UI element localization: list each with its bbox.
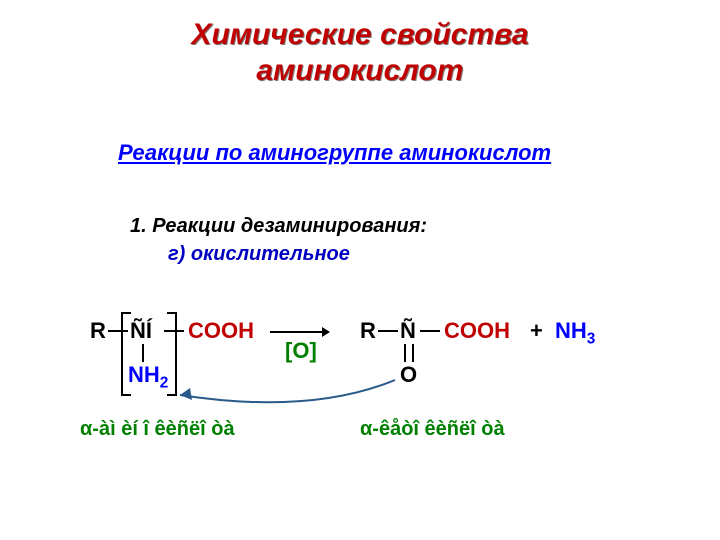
bond [378,330,398,332]
slide: Химические свойства аминокислот Реакции … [0,0,720,540]
left-NH2: NH2 [128,362,168,392]
left-COOH: COOH [188,318,254,344]
right-NH3: NH3 [555,318,595,348]
slide-title-line1: Химические свойства [0,18,720,52]
plus: + [530,318,543,344]
bracket-left [121,312,131,396]
right-R: R [360,318,376,344]
left-C: ÑÍ [130,318,152,344]
section-sub: г) окислительное [168,243,350,266]
slide-subtitle: Реакции по аминогруппе аминокислот [118,140,551,166]
right-label: α-êåòî êèñëî òà [360,418,505,441]
bond [142,344,144,362]
left-label: α-àì èí î êèñëî òà [80,418,235,441]
bond [420,330,440,332]
right-COOH: COOH [444,318,510,344]
right-C: Ñ [400,318,416,344]
section-number: 1. Реакции дезаминирования: [130,215,427,238]
left-R: R [90,318,106,344]
slide-title-line2: аминокислот [0,54,720,88]
mechanism-arrow [170,360,410,420]
